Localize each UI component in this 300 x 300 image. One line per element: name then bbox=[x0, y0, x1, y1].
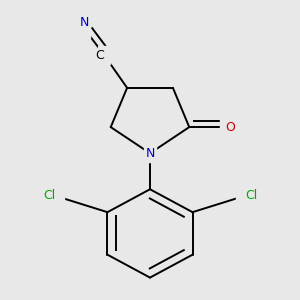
Bar bbox=[220, 118, 231, 136]
Bar bbox=[79, 20, 90, 38]
Text: N: N bbox=[80, 16, 89, 29]
Text: N: N bbox=[145, 147, 155, 160]
Bar bbox=[46, 187, 64, 205]
Bar bbox=[236, 187, 254, 205]
Text: Cl: Cl bbox=[43, 189, 55, 202]
Bar bbox=[144, 144, 156, 162]
Text: C: C bbox=[95, 49, 104, 62]
Text: Cl: Cl bbox=[245, 189, 257, 202]
Text: O: O bbox=[225, 121, 235, 134]
Bar bbox=[98, 46, 110, 64]
